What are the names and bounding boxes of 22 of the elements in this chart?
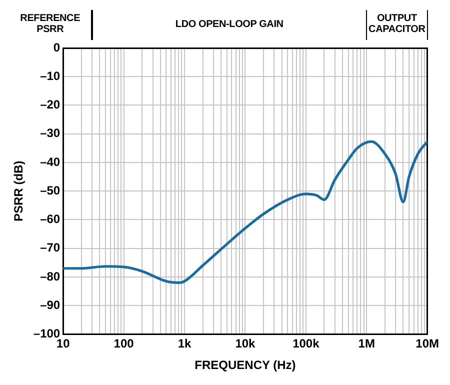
x-tick-label: 1M [358, 336, 375, 351]
x-tick-label: 100 [114, 336, 134, 351]
x-tick-label: 1k [178, 336, 192, 351]
y-tick-label: –80 [40, 269, 60, 284]
y-tick-label: –20 [40, 98, 60, 112]
y-tick-label: –70 [40, 240, 60, 255]
y-tick-label: –40 [40, 154, 60, 169]
text: REFERENCE PSRR [19, 12, 82, 37]
x-axis-title: FREQUENCY (Hz) [194, 358, 296, 372]
text: OUTPUT CAPACITOR [368, 12, 426, 37]
y-tick-label: –10 [40, 68, 60, 83]
x-tick-label: 100k [292, 336, 320, 351]
y-tick-label: –90 [40, 298, 60, 312]
y-tick-label: –60 [40, 212, 60, 226]
x-tick-label: 10 [56, 336, 70, 351]
y-tick-label: –30 [40, 126, 60, 140]
y-tick-label: 0 [53, 40, 60, 54]
x-tick-label: 10M [416, 336, 440, 351]
y-axis-title: PSRR (dB) [12, 160, 26, 222]
y-tick-label: –50 [40, 183, 60, 198]
text: LDO OPEN-LOOP GAIN [174, 18, 284, 32]
x-tick-label: 10k [235, 336, 256, 351]
